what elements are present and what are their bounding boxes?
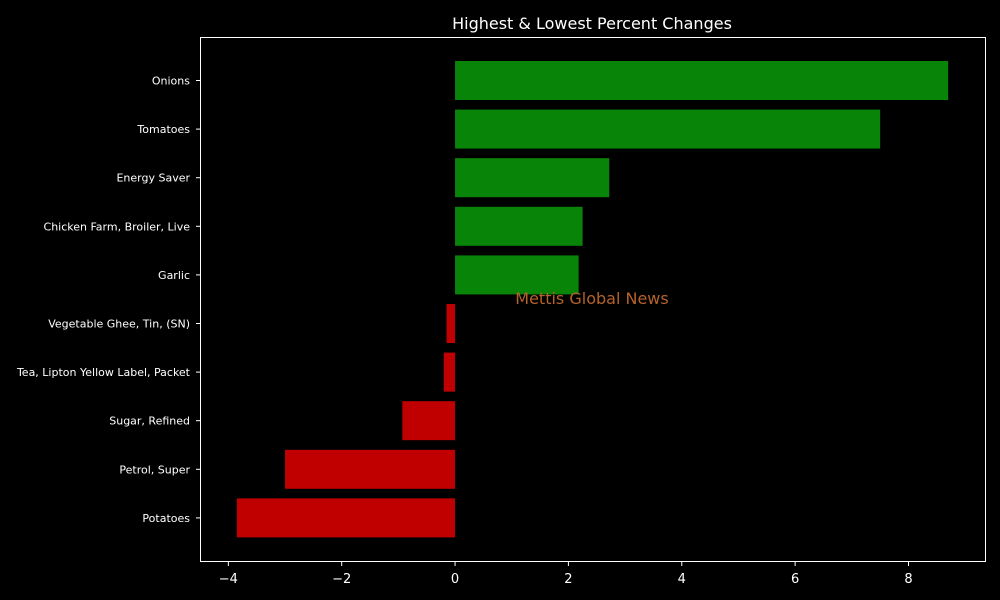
x-axis: −4 −2 0 2 4 6 8 (219, 561, 913, 587)
y-tick-label: Chicken Farm, Broiler, Live (44, 220, 191, 233)
chart-title: Highest & Lowest Percent Changes (452, 14, 732, 33)
x-tick-label: 2 (564, 572, 572, 587)
bar (443, 352, 456, 392)
y-tick-label: Garlic (158, 269, 190, 282)
x-tick-label: −2 (332, 572, 351, 587)
plot-frame (200, 37, 986, 562)
bar (455, 61, 949, 100)
y-tick-label: Tomatoes (136, 123, 190, 136)
bar (236, 498, 456, 538)
watermark-text: Mettis Global News (515, 289, 668, 308)
y-tick-label: Vegetable Ghee, Tin, (SN) (48, 318, 190, 331)
x-tick-label: 6 (791, 572, 799, 587)
bar (402, 401, 456, 441)
x-tick-label: 4 (678, 572, 686, 587)
bar (455, 158, 610, 198)
y-tick-label: Onions (152, 75, 190, 88)
bar (446, 304, 456, 343)
x-tick-label: −4 (219, 572, 238, 587)
bars-group (236, 61, 949, 538)
bar (285, 449, 456, 489)
y-tick-label: Petrol, Super (119, 463, 190, 476)
y-axis: Onions Tomatoes Energy Saver Chicken Farm, … (16, 75, 200, 525)
bar (455, 206, 583, 246)
x-tick-label: 8 (904, 572, 912, 587)
x-tick-label: 0 (451, 572, 459, 587)
y-tick-label: Potatoes (142, 512, 190, 525)
bar (455, 109, 881, 149)
y-tick-label: Energy Saver (116, 172, 190, 185)
bar (455, 255, 579, 295)
y-tick-label: Sugar, Refined (109, 415, 190, 428)
y-tick-label: Tea, Lipton Yellow Label, Packet (16, 366, 191, 379)
